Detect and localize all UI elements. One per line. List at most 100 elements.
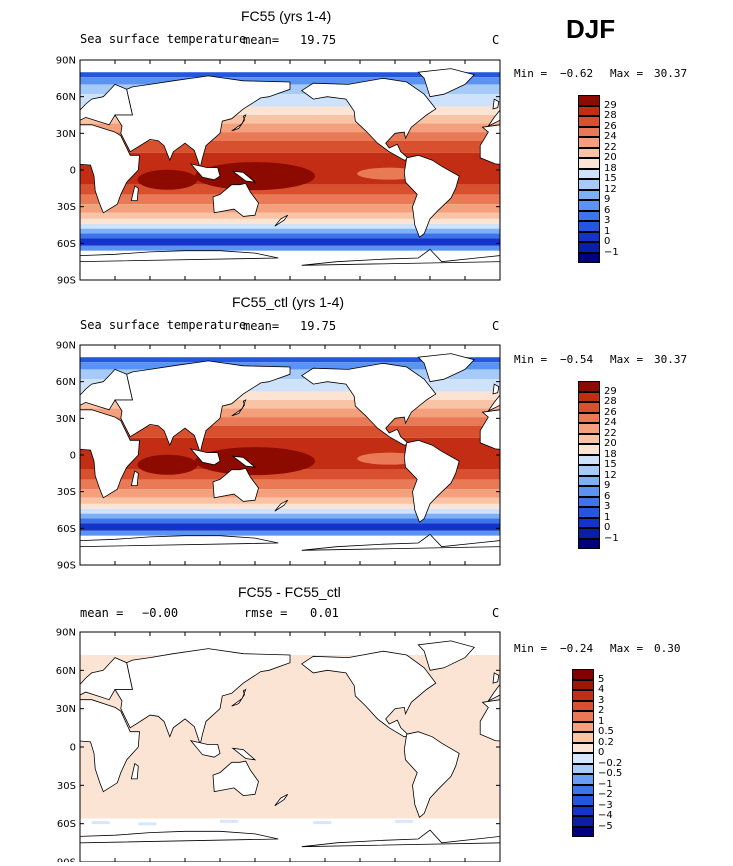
colorbar-label: 6	[604, 204, 611, 216]
colorbar-label: −1	[604, 532, 619, 544]
y-tick-label: 90N	[56, 56, 76, 67]
colorbar-label: 26	[604, 120, 617, 132]
colorbar-label: −4	[598, 810, 613, 821]
colorbar-swatch	[578, 252, 600, 263]
diff-patch	[138, 822, 157, 826]
colorbar-label: 29	[604, 385, 617, 397]
panel1-colorbar: 29 28 26 24 22 20 18 15 12 9 6 3 1 0 −1	[578, 95, 638, 265]
landmass	[492, 98, 500, 110]
panel3-mean-label: mean =	[80, 606, 124, 620]
panel2-max-value: 30.37	[654, 353, 688, 366]
colorbar-swatch	[578, 496, 600, 507]
panel1-field-label: Sea surface temperature	[80, 32, 247, 46]
y-tick-label: 90N	[56, 628, 76, 639]
sst-band	[80, 245, 500, 251]
colorbar-swatch	[572, 763, 594, 774]
colorbar-swatch	[578, 168, 600, 179]
colorbar-label: 1	[604, 225, 611, 237]
colorbar-label: 12	[604, 183, 617, 195]
panel2-max-label: Max =	[610, 353, 644, 366]
colorbar-label: 1	[598, 715, 605, 727]
colorbar-swatch	[578, 95, 600, 106]
landmass	[130, 762, 139, 780]
landmass	[114, 648, 291, 746]
continents	[40, 353, 510, 565]
landmass	[67, 657, 133, 703]
y-tick-label: 0	[70, 451, 76, 462]
colorbar-label: 18	[604, 448, 617, 460]
landmass	[301, 248, 510, 280]
y-tick-label: 60S	[57, 819, 76, 830]
sst-band	[80, 391, 500, 400]
panel1-max-label: Max =	[610, 67, 644, 80]
warm-pool	[195, 162, 315, 191]
colorbar-swatch	[578, 189, 600, 200]
colorbar-swatch	[578, 200, 600, 211]
colorbar-label: 26	[604, 406, 617, 418]
sst-band	[80, 223, 500, 229]
landmass	[189, 163, 221, 181]
continents	[40, 68, 510, 280]
panel3-mean-value: −0.00	[142, 606, 179, 620]
colorbar-swatch	[572, 816, 594, 827]
colorbar-label: 6	[604, 490, 611, 502]
colorbar-label: 18	[604, 162, 617, 174]
colorbar-label: 0	[598, 747, 605, 758]
panel1-map: 90N60N30N030S60S90S030E60E90E120E150E180…	[40, 50, 510, 285]
colorbar-label: 1	[604, 511, 611, 523]
panel2-colorbar: 29 28 26 24 22 20 18 15 12 9 6 3 1 0 −1	[578, 381, 638, 551]
colorbar-label: 9	[604, 480, 611, 491]
indian-warm	[137, 454, 198, 475]
colorbar-swatch	[578, 147, 600, 158]
colorbar-swatch	[578, 231, 600, 242]
colorbar-swatch	[572, 732, 594, 743]
sst-band	[80, 408, 500, 418]
y-tick-label: 30N	[56, 704, 76, 715]
landmass	[301, 829, 510, 862]
landmass	[274, 793, 289, 807]
landmass	[212, 760, 259, 797]
landmass	[114, 75, 291, 170]
sst-band	[80, 238, 500, 246]
y-tick-label: 30S	[57, 781, 76, 792]
panel3-max-value: 0.30	[654, 642, 681, 655]
sst-band	[80, 115, 500, 124]
colorbar-swatch	[578, 402, 600, 413]
colorbar-swatch	[572, 753, 594, 764]
y-tick-label: 90S	[57, 858, 76, 863]
colorbar-swatch	[572, 795, 594, 806]
panel1-mean-value: 19.75	[300, 33, 337, 47]
sst-band	[80, 508, 500, 514]
sst-band	[80, 123, 500, 133]
sst-band	[80, 513, 500, 519]
landmass	[403, 154, 460, 238]
colorbar-swatch	[578, 412, 600, 423]
panel1-units: C	[492, 33, 500, 47]
landmass	[231, 399, 247, 417]
colorbar-swatch	[572, 700, 594, 711]
colorbar-swatch	[578, 126, 600, 137]
landmass	[492, 383, 500, 395]
colorbar-label: 20	[604, 438, 617, 449]
y-tick-label: 30N	[56, 414, 76, 425]
panel1-mean-label: mean=	[243, 33, 280, 47]
sst-band	[80, 357, 500, 363]
colorbar-swatch	[572, 721, 594, 732]
landmass	[130, 185, 139, 201]
panel2-field-label: Sea surface temperature	[80, 318, 247, 332]
sst-band	[80, 400, 500, 409]
colorbar-swatch	[578, 221, 600, 232]
sst-band	[80, 77, 500, 85]
y-tick-label: 90N	[56, 341, 76, 352]
sst-band	[80, 469, 500, 480]
sst-band	[80, 530, 500, 536]
landmass	[403, 439, 460, 523]
colorbar-swatch	[578, 391, 600, 402]
colorbar-label: −2	[598, 789, 613, 800]
y-tick-label: 60N	[56, 666, 76, 677]
landmass	[417, 640, 476, 671]
landmass	[231, 688, 247, 707]
colorbar-swatch	[572, 690, 594, 701]
diff-patch	[313, 821, 332, 825]
sst-band	[80, 212, 500, 219]
